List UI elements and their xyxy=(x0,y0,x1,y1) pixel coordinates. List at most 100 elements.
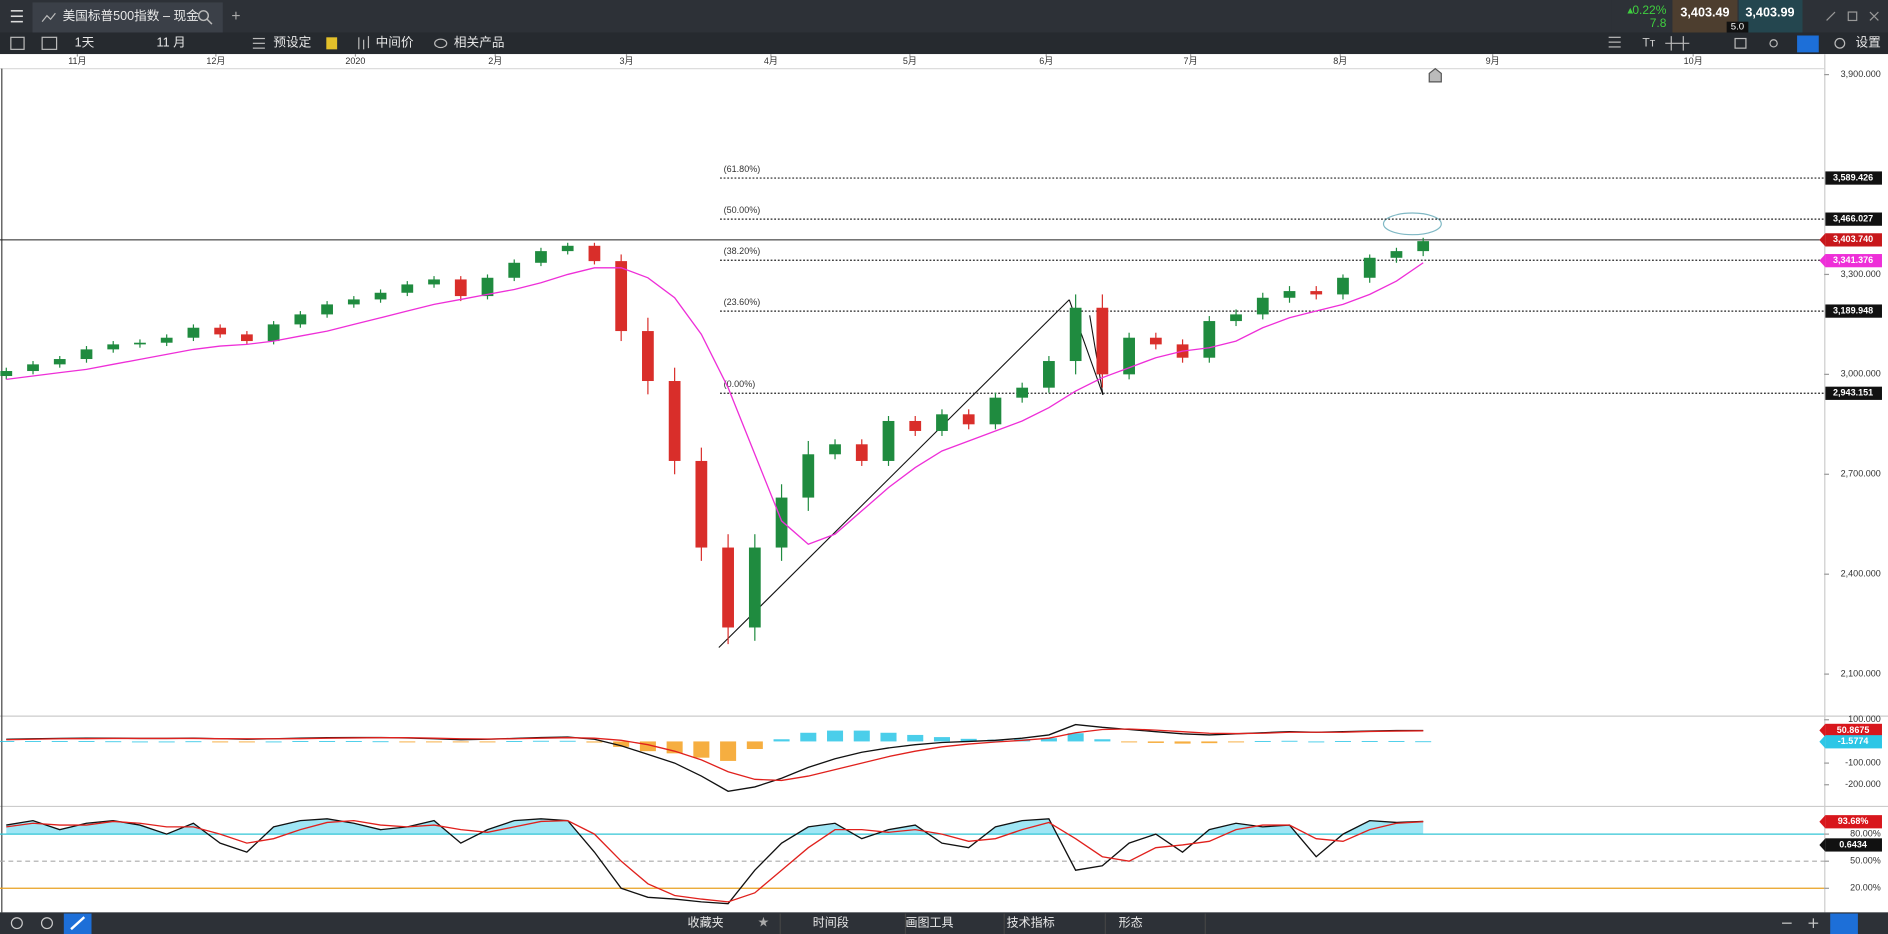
candle-body xyxy=(909,420,922,431)
candle-body xyxy=(668,381,681,461)
histogram-bar xyxy=(345,740,362,742)
candle-body xyxy=(775,497,788,548)
x-tick-label: 4月 xyxy=(764,56,778,66)
y-tick-label: 20.00% xyxy=(1850,883,1881,893)
bottom-menu-item[interactable]: 形态 xyxy=(1119,915,1143,929)
candle-body xyxy=(962,414,975,425)
histogram-bar xyxy=(720,741,737,761)
price-tag xyxy=(1825,723,1882,738)
text-size-icon[interactable]: Tт xyxy=(1642,36,1655,50)
histogram-bar xyxy=(586,741,603,743)
histogram-bar xyxy=(1228,741,1245,743)
price-tag xyxy=(1825,233,1882,247)
candle-body xyxy=(1363,257,1376,278)
y-tick-label: 100.000 xyxy=(1848,714,1881,724)
y-tick-label: 3,300.000 xyxy=(1841,269,1881,279)
refresh-icon[interactable] xyxy=(10,917,23,930)
alert-marker[interactable] xyxy=(1428,67,1442,83)
price-tag-label: 0.6434 xyxy=(1839,839,1867,849)
x-tick-label: 11月 xyxy=(68,56,86,66)
chart-toolbar xyxy=(0,32,1888,55)
y-tick-label: -200.000 xyxy=(1845,779,1881,789)
toolbar-icons-right[interactable] xyxy=(1608,35,1846,53)
x-tick-label: 2月 xyxy=(488,56,502,66)
price-tag xyxy=(1825,838,1882,852)
bottom-menu-item[interactable]: 收藏夹 xyxy=(688,915,724,929)
candle-body xyxy=(588,245,601,262)
presets[interactable]: 预设定 xyxy=(273,36,311,50)
candle-body xyxy=(1096,307,1109,375)
price-tag-arrow xyxy=(1819,735,1826,749)
candle-body xyxy=(748,547,761,628)
change-points: 7.8 xyxy=(1650,16,1667,30)
histogram-bar xyxy=(1254,740,1271,742)
price-tag-label: 3,341.376 xyxy=(1833,255,1873,265)
zoom-controls[interactable] xyxy=(1782,918,1819,928)
candle-body xyxy=(321,304,333,315)
related-products[interactable]: 相关产品 xyxy=(454,36,505,50)
histogram-bar xyxy=(773,739,790,742)
fib-tag xyxy=(1825,212,1882,226)
candle-body xyxy=(454,279,467,297)
spread: 5.0 xyxy=(1731,22,1744,33)
price-tag-arrow xyxy=(1819,254,1826,268)
x-tick-label: 8月 xyxy=(1333,56,1347,66)
mid-price[interactable]: 中间价 xyxy=(376,36,414,50)
histogram-bar xyxy=(212,741,229,743)
top-bar xyxy=(0,0,1888,33)
candle-body xyxy=(160,337,173,343)
add-tab[interactable]: + xyxy=(231,8,240,25)
histogram-bar xyxy=(506,740,523,742)
layout-icon[interactable] xyxy=(41,36,58,50)
candle-body xyxy=(481,277,494,297)
histogram-bar xyxy=(532,740,549,742)
histogram-bar xyxy=(880,732,897,742)
fib-tag xyxy=(1825,304,1882,318)
candle-body xyxy=(1203,321,1216,358)
interval[interactable]: 1天 xyxy=(75,36,95,50)
candle-body xyxy=(241,334,253,342)
x-tick-label: 10月 xyxy=(1684,56,1703,66)
mid-icon xyxy=(358,36,370,50)
cancel-icon[interactable] xyxy=(40,917,53,930)
instrument-tab[interactable] xyxy=(32,2,223,33)
candle-type-icon[interactable] xyxy=(326,37,338,50)
histogram-bar xyxy=(51,740,68,742)
menu-icon[interactable] xyxy=(10,10,23,23)
histogram-bar xyxy=(1361,740,1378,742)
highlight-ellipse[interactable] xyxy=(1382,212,1442,236)
price-tag xyxy=(1825,735,1882,749)
presets-icon xyxy=(252,37,265,49)
bottom-menu-item[interactable]: 画图工具 xyxy=(906,915,954,929)
candle-body xyxy=(214,327,227,335)
window-controls[interactable] xyxy=(1826,11,1879,22)
fib-label: (23.60%) xyxy=(724,297,761,307)
search-icon[interactable] xyxy=(197,10,213,25)
y-tick-label: 50.00% xyxy=(1850,856,1881,866)
price-tag-arrow xyxy=(1819,838,1826,852)
buy-box[interactable] xyxy=(1738,0,1803,33)
buy-price[interactable]: 3,403.99 xyxy=(1745,6,1794,20)
histogram-bar xyxy=(853,730,870,742)
x-tick-label: 3月 xyxy=(619,56,633,66)
stochastic-line xyxy=(6,819,1424,903)
candle-body xyxy=(855,444,868,461)
settings[interactable]: 设置 xyxy=(1855,36,1880,50)
bottom-menu-item[interactable]: 技术指标 xyxy=(1007,914,1055,929)
fib-tag-label: 3,589.426 xyxy=(1833,172,1873,182)
candle-body xyxy=(642,331,654,382)
bottom-menu-item[interactable]: 时间段 xyxy=(813,914,849,929)
list-icon[interactable] xyxy=(10,36,25,50)
y-tick-label: 80.00% xyxy=(1850,828,1881,838)
x-tick-label: 5月 xyxy=(903,56,917,66)
sell-price[interactable]: 3,403.49 xyxy=(1680,6,1729,20)
histogram-bar xyxy=(1174,741,1191,744)
crosshair-mode[interactable] xyxy=(1830,913,1858,934)
histogram-bar xyxy=(1281,740,1298,742)
candle-body xyxy=(1337,277,1349,295)
period[interactable]: 11 月 xyxy=(157,36,186,50)
candle-body xyxy=(882,420,895,461)
star-icon[interactable]: ★ xyxy=(757,915,769,930)
histogram-bar xyxy=(479,741,496,743)
